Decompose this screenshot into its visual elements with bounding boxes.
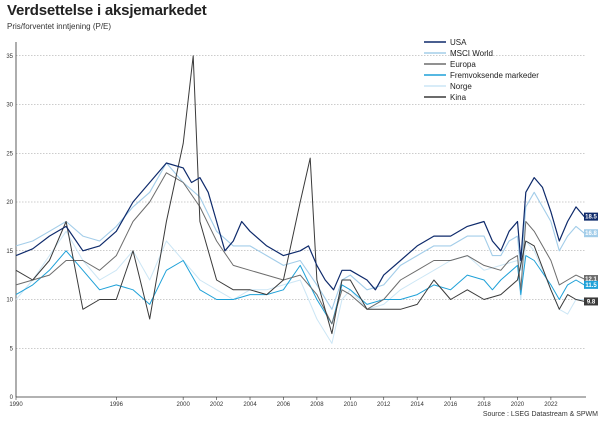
end-label-value: 11.5 bbox=[585, 283, 597, 289]
legend-label: Fremvoksende markeder bbox=[450, 71, 539, 80]
x-tick-label: 2012 bbox=[377, 402, 391, 408]
y-tick-label: 35 bbox=[6, 54, 13, 60]
series-line-fremvoksende-markeder bbox=[15, 250, 585, 325]
y-tick-label: 25 bbox=[6, 151, 13, 157]
x-tick-label: 2010 bbox=[344, 402, 358, 408]
series-line-norge bbox=[15, 230, 585, 344]
chart-subtitle: Pris/forventet inntjening (P/E) bbox=[7, 22, 112, 31]
y-tick-label: 0 bbox=[10, 395, 14, 401]
y-tick-label: 30 bbox=[6, 103, 13, 109]
x-tick-label: 1990 bbox=[9, 402, 23, 408]
end-label-value: 16.8 bbox=[585, 231, 597, 237]
end-label-value: 18.5 bbox=[585, 215, 597, 221]
x-tick-label: 2004 bbox=[243, 402, 257, 408]
y-tick-label: 10 bbox=[6, 298, 13, 304]
series-line-europa bbox=[15, 172, 585, 325]
end-label-value: 12.1 bbox=[585, 277, 597, 283]
y-tick-label: 5 bbox=[10, 346, 14, 352]
x-tick-label: 1996 bbox=[110, 402, 124, 408]
series-lines bbox=[15, 55, 585, 344]
y-tick-label: 15 bbox=[6, 249, 13, 255]
end-label-box bbox=[584, 275, 598, 284]
end-label-box bbox=[584, 212, 598, 221]
legend-label: Kina bbox=[450, 93, 467, 102]
x-tick-label: 2016 bbox=[444, 402, 458, 408]
legend-label: Europa bbox=[450, 60, 476, 69]
x-tick-label: 2018 bbox=[477, 402, 491, 408]
legend: USA MSCI World Europa Fremvoksende markeder… bbox=[424, 38, 539, 102]
y-tick-label: 20 bbox=[6, 200, 13, 206]
end-label-box bbox=[584, 280, 598, 289]
legend-label: USA bbox=[450, 38, 467, 47]
source-note: Source : LSEG Datastream & SPWM bbox=[482, 411, 598, 418]
series-line-usa bbox=[15, 162, 585, 291]
end-label-box bbox=[584, 297, 598, 306]
end-labels: 18.5 16.8 12.111.5 9.8 bbox=[584, 212, 598, 306]
legend-label: Norge bbox=[450, 82, 472, 91]
x-tick-label: 2020 bbox=[511, 402, 525, 408]
series-line-msci-world bbox=[15, 162, 585, 310]
x-tick-label: 2006 bbox=[277, 402, 291, 408]
series-line-kina bbox=[15, 55, 585, 335]
x-tick-label: 2022 bbox=[544, 402, 558, 408]
x-tick-label: 2008 bbox=[310, 402, 324, 408]
page-title: Verdsettelse i aksjemarkedet bbox=[7, 2, 207, 19]
x-tick-label: 2000 bbox=[176, 402, 190, 408]
end-label-value: 9.8 bbox=[587, 299, 596, 305]
grid-lines bbox=[16, 55, 586, 349]
x-tick-label: 2014 bbox=[410, 402, 424, 408]
end-label-box bbox=[584, 229, 598, 238]
x-tick-label: 2002 bbox=[210, 402, 224, 408]
axes: 0 5 10 15 20 25 30 35 1990 1996 2000 2002 2004 2006 20… bbox=[6, 42, 586, 408]
legend-label: MSCI World bbox=[450, 49, 493, 58]
